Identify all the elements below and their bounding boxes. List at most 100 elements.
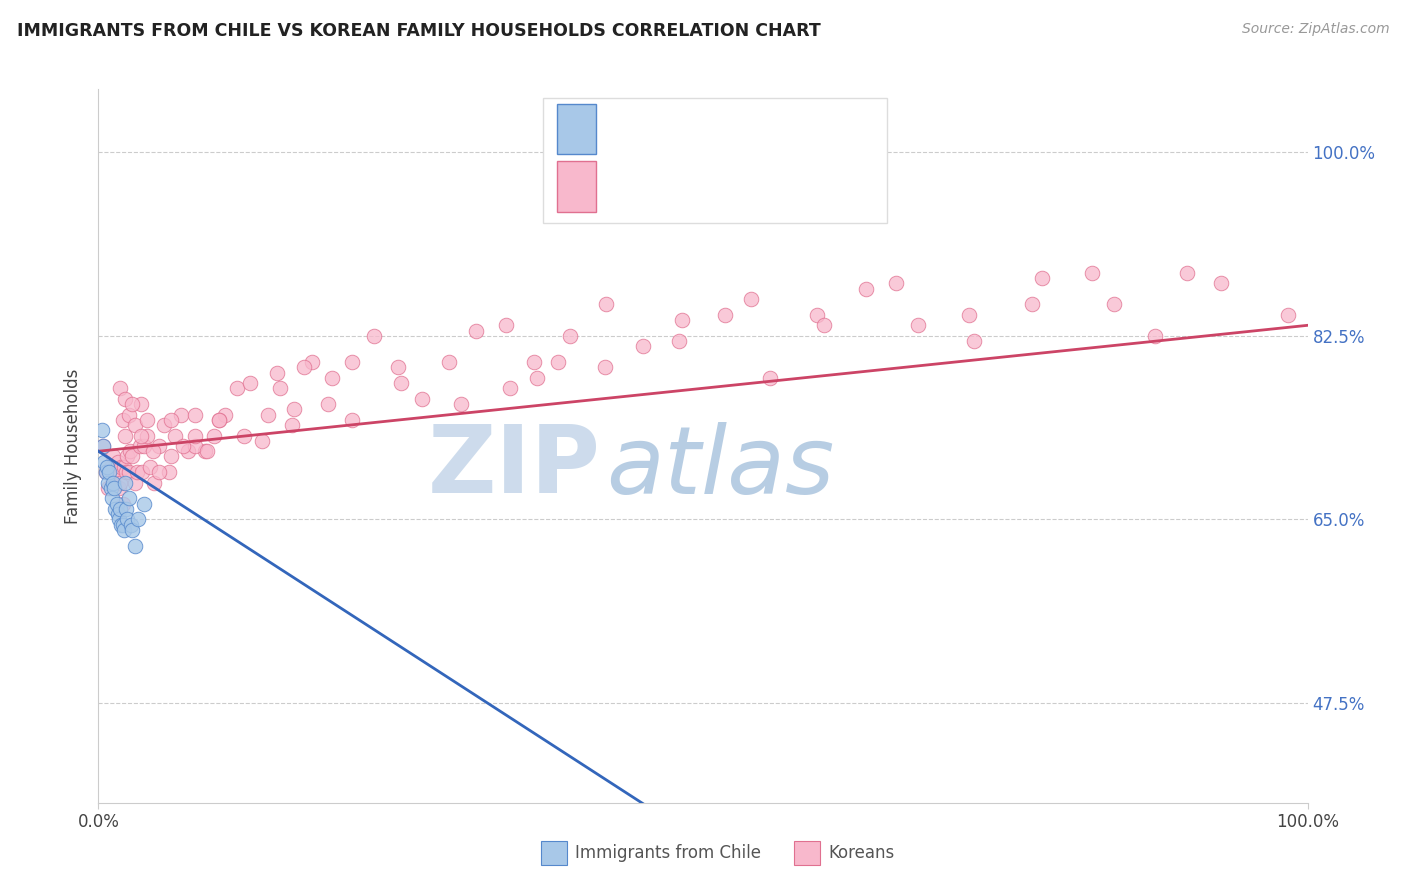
Point: [97, 475, 120, 490]
Text: 29: 29: [766, 102, 787, 120]
Point: [668, 334, 690, 348]
Text: R =: R =: [607, 159, 644, 177]
Point: [437, 355, 460, 369]
Point: [131, 465, 153, 479]
Point: [115, 502, 138, 516]
Point: [387, 360, 409, 375]
Point: [124, 539, 146, 553]
Point: [118, 491, 141, 506]
Point: [121, 450, 143, 464]
Text: 112: 112: [766, 159, 799, 177]
Point: [108, 502, 131, 516]
Point: [907, 318, 929, 333]
Point: [135, 428, 157, 442]
Point: [160, 413, 183, 427]
Point: [117, 450, 139, 464]
Text: atlas: atlas: [606, 422, 835, 513]
Point: [195, 444, 218, 458]
Point: [266, 366, 288, 380]
Point: [163, 428, 186, 442]
Point: [91, 439, 114, 453]
Text: Source: ZipAtlas.com: Source: ZipAtlas.com: [1241, 22, 1389, 37]
Point: [111, 413, 134, 427]
Point: [103, 481, 125, 495]
Point: [121, 397, 143, 411]
Point: [593, 360, 616, 375]
Point: [129, 428, 152, 442]
Point: [806, 308, 828, 322]
Point: [94, 465, 117, 479]
Point: [101, 475, 124, 490]
Point: [301, 355, 323, 369]
Point: [342, 413, 364, 427]
Point: [110, 517, 132, 532]
Point: [558, 328, 581, 343]
Point: [363, 328, 385, 343]
Point: [98, 465, 121, 479]
Point: [713, 308, 735, 322]
Text: 0.396: 0.396: [647, 159, 700, 177]
Point: [139, 460, 162, 475]
Point: [100, 465, 122, 479]
Point: [96, 460, 118, 475]
Point: [1209, 277, 1232, 291]
Point: [157, 465, 180, 479]
Point: [142, 444, 165, 458]
Point: [963, 334, 986, 348]
Point: [194, 444, 217, 458]
Text: R =: R =: [607, 102, 644, 120]
Point: [758, 371, 780, 385]
Point: [112, 523, 135, 537]
Point: [169, 408, 191, 422]
Point: [184, 428, 207, 442]
Point: [118, 465, 141, 479]
Point: [100, 481, 122, 495]
Point: [321, 371, 343, 385]
Point: [91, 423, 114, 437]
Point: [128, 439, 150, 453]
Point: [464, 324, 486, 338]
Point: [208, 413, 231, 427]
Point: [269, 381, 291, 395]
Point: [117, 512, 139, 526]
Text: Immigrants from Chile: Immigrants from Chile: [575, 844, 761, 863]
Point: [114, 428, 136, 442]
Point: [631, 339, 654, 353]
Point: [214, 408, 236, 422]
Point: [103, 475, 125, 490]
Point: [411, 392, 433, 406]
Point: [93, 455, 115, 469]
Point: [115, 465, 138, 479]
Point: [100, 491, 122, 506]
Point: [740, 292, 762, 306]
Point: [855, 282, 877, 296]
Point: [316, 397, 339, 411]
Y-axis label: Family Households: Family Households: [65, 368, 83, 524]
Point: [957, 308, 980, 322]
Point: [1021, 297, 1043, 311]
Point: [184, 408, 207, 422]
Point: [124, 417, 146, 432]
Point: [111, 517, 134, 532]
Point: [342, 355, 364, 369]
Point: [108, 481, 131, 495]
Point: [97, 481, 120, 495]
Point: [114, 392, 136, 406]
Point: [111, 497, 134, 511]
Point: [110, 460, 132, 475]
Point: [160, 450, 183, 464]
Point: [256, 408, 278, 422]
Point: [177, 444, 200, 458]
Point: [232, 428, 254, 442]
Point: [1277, 308, 1299, 322]
Point: [523, 355, 546, 369]
Point: [107, 455, 129, 469]
Text: ZIP: ZIP: [427, 421, 600, 514]
Point: [134, 497, 156, 511]
Point: [129, 397, 152, 411]
Point: [526, 371, 548, 385]
Point: [104, 502, 127, 516]
Text: N =: N =: [723, 102, 770, 120]
Point: [108, 475, 131, 490]
Point: [105, 497, 128, 511]
